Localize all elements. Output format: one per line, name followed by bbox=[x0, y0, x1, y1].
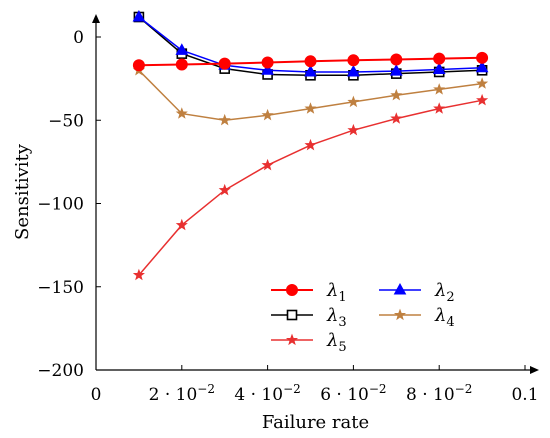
x-axis-arrow bbox=[530, 366, 539, 374]
data-point-lambda2 bbox=[432, 62, 446, 74]
data-point-lambda4 bbox=[347, 95, 360, 108]
y-tick-label: −200 bbox=[37, 361, 84, 381]
x-tick-label-exponent: −2 bbox=[283, 382, 301, 396]
data-point-lambda4 bbox=[175, 107, 188, 119]
y-axis-label: Sensitivity bbox=[12, 143, 33, 240]
data-point-lambda4 bbox=[304, 102, 317, 114]
x-tick-label-exponent: −2 bbox=[369, 382, 387, 396]
y-tick-label: 0 bbox=[73, 28, 84, 48]
series-line-lambda5 bbox=[138, 99, 483, 276]
data-point-lambda1 bbox=[390, 53, 403, 66]
data-point-lambda2 bbox=[261, 63, 274, 75]
data-point-lambda4 bbox=[390, 88, 403, 101]
data-point-lambda5 bbox=[175, 218, 188, 231]
legend-marker-lambda2 bbox=[393, 282, 407, 295]
legend-label-lambda3: λ3 bbox=[326, 305, 347, 330]
data-point-lambda4 bbox=[218, 113, 231, 126]
legend-label-subscript: 3 bbox=[338, 315, 346, 330]
data-point-lambda1 bbox=[132, 59, 145, 72]
data-point-lambda4 bbox=[476, 77, 489, 89]
legend-label-lambda2: λ2 bbox=[434, 280, 455, 305]
legend-label-symbol: λ bbox=[326, 280, 338, 301]
x-tick-label: 0.1 bbox=[511, 385, 538, 405]
data-point-lambda5 bbox=[390, 112, 403, 124]
data-point-lambda4 bbox=[261, 108, 274, 121]
data-point-lambda1 bbox=[433, 52, 446, 65]
legend-label-symbol: λ bbox=[326, 330, 338, 351]
legend-label-subscript: 2 bbox=[446, 290, 454, 305]
legend-marker-lambda5 bbox=[285, 333, 299, 346]
data-point-lambda2 bbox=[175, 43, 189, 55]
x-axis-label: Failure rate bbox=[262, 412, 369, 433]
y-tick-label: −50 bbox=[48, 111, 84, 131]
data-point-lambda2 bbox=[389, 64, 403, 76]
data-point-lambda1 bbox=[476, 51, 489, 64]
x-tick-label: 4 · 10−2 bbox=[234, 382, 300, 405]
legend-label-symbol: λ bbox=[434, 280, 446, 301]
data-point-lambda1 bbox=[175, 58, 188, 71]
data-point-lambda2 bbox=[132, 9, 146, 22]
y-tick-label: −150 bbox=[37, 278, 84, 298]
legend-label-symbol: λ bbox=[326, 305, 338, 326]
data-point-lambda5 bbox=[132, 268, 145, 281]
legend-label-symbol: λ bbox=[434, 305, 446, 326]
legend-label-lambda1: λ1 bbox=[326, 280, 347, 305]
data-point-lambda1 bbox=[261, 56, 274, 69]
y-tick-label: −100 bbox=[37, 195, 84, 215]
data-point-lambda1 bbox=[347, 54, 360, 67]
legend-label-subscript: 5 bbox=[338, 340, 346, 355]
legend-label-lambda5: λ5 bbox=[326, 330, 347, 355]
legend-marker-lambda1 bbox=[286, 284, 298, 296]
data-point-lambda2 bbox=[475, 60, 489, 73]
x-tick-label-base: 4 · 10 bbox=[234, 385, 283, 405]
x-tick-label-base: 6 · 10 bbox=[320, 385, 369, 405]
data-point-lambda4 bbox=[433, 83, 446, 95]
data-point-lambda5 bbox=[261, 158, 274, 171]
x-tick-label: 6 · 10−2 bbox=[320, 382, 386, 405]
data-point-lambda5 bbox=[347, 123, 360, 136]
x-tick-label-exponent: −2 bbox=[455, 382, 473, 396]
x-tick-label-base: 2 · 10 bbox=[149, 385, 198, 405]
x-tick-label: 2 · 10−2 bbox=[149, 382, 215, 405]
y-axis-arrow bbox=[92, 14, 100, 23]
legend-marker-lambda3 bbox=[286, 309, 298, 321]
x-tick-label: 8 · 10−2 bbox=[406, 382, 472, 405]
legend-label-lambda4: λ4 bbox=[434, 305, 455, 330]
x-tick-label-base: 0.1 bbox=[511, 385, 538, 405]
data-point-lambda1 bbox=[304, 55, 317, 68]
data-point-lambda5 bbox=[304, 138, 317, 151]
legend-marker-lambda4 bbox=[393, 308, 407, 321]
data-point-lambda5 bbox=[218, 183, 231, 196]
legend-label-subscript: 1 bbox=[338, 290, 346, 305]
legend-label-subscript: 4 bbox=[446, 315, 454, 330]
data-point-lambda2 bbox=[304, 64, 317, 77]
x-tick-label-base: 8 · 10 bbox=[406, 385, 455, 405]
x-tick-label-base: 0 bbox=[91, 385, 102, 405]
x-tick-label: 0 bbox=[91, 385, 102, 405]
x-tick-label-exponent: −2 bbox=[197, 382, 215, 396]
data-point-lambda1 bbox=[218, 57, 231, 70]
data-point-lambda5 bbox=[433, 102, 446, 114]
data-point-lambda2 bbox=[347, 64, 360, 77]
data-point-lambda5 bbox=[476, 93, 489, 106]
